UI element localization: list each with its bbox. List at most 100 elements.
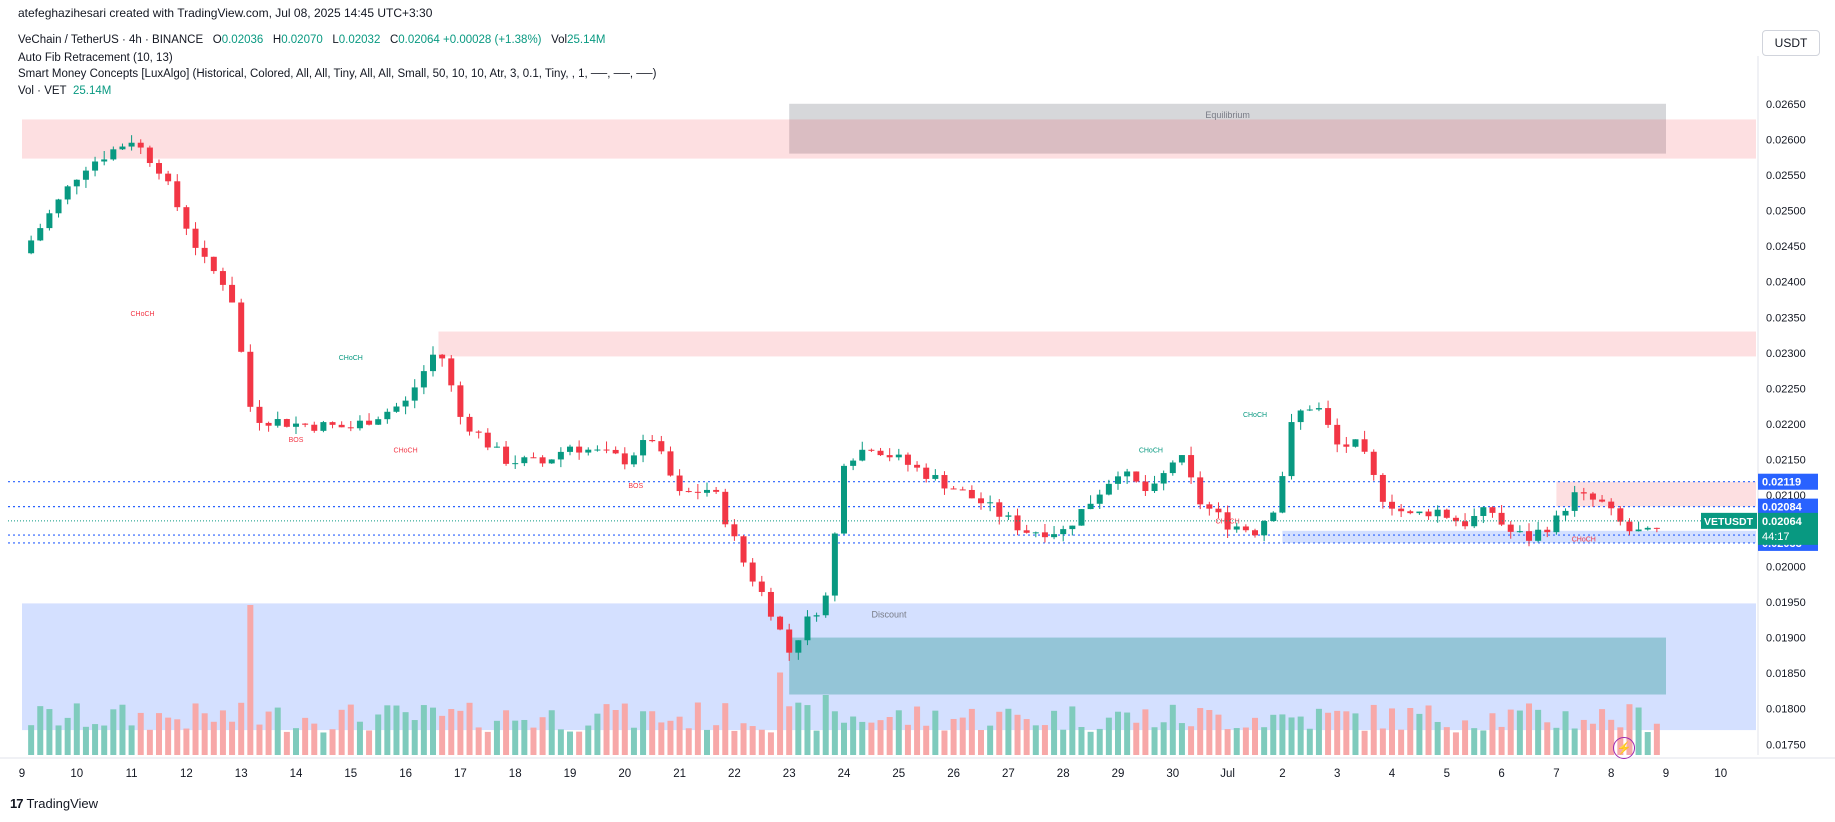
price-tick: 0.02600 xyxy=(1766,134,1806,146)
candle-body xyxy=(1023,530,1030,533)
time-tick: 30 xyxy=(1166,768,1179,780)
volume-bar xyxy=(904,724,911,755)
volume-bar xyxy=(1562,711,1569,755)
volume-bar xyxy=(238,702,245,755)
volume-bar xyxy=(968,708,975,755)
time-tick: 22 xyxy=(728,768,741,780)
volume-bar xyxy=(146,729,153,755)
symbol-title[interactable]: VeChain / TetherUS · 4h · BINANCE xyxy=(18,34,204,46)
volume-bar xyxy=(64,717,71,755)
candle-body xyxy=(1507,524,1514,532)
volume-bar xyxy=(73,703,80,755)
volume-bar xyxy=(256,724,263,755)
volume-bar xyxy=(1425,705,1432,755)
volume-bar xyxy=(82,726,89,755)
indicator-volume[interactable]: Vol · VET 25.14M xyxy=(18,85,111,97)
candle-body xyxy=(1188,455,1195,478)
indicator-smc[interactable]: Smart Money Concepts [LuxAlgo] (Historic… xyxy=(18,68,657,80)
candle-body xyxy=(475,431,482,433)
candle-body xyxy=(786,629,793,653)
volume-bar xyxy=(1407,708,1414,755)
volume-bar xyxy=(466,702,473,755)
volume-bar xyxy=(1206,709,1213,755)
volume-bar xyxy=(165,717,172,755)
volume-bar xyxy=(868,722,875,755)
volume-bar xyxy=(1635,707,1642,755)
candle-body xyxy=(1334,424,1341,445)
candle-body xyxy=(302,423,309,425)
volume-label: Vol xyxy=(551,34,568,46)
candle-body xyxy=(704,489,710,493)
volume-bar xyxy=(1398,729,1405,755)
low-value: 0.02032 xyxy=(338,34,381,46)
volume-bar xyxy=(1535,709,1542,755)
candle-body xyxy=(1608,501,1615,509)
volume-value: 25.14M xyxy=(567,34,606,46)
candle-body xyxy=(238,302,245,352)
candle-body xyxy=(521,457,528,464)
volume-bar xyxy=(420,705,427,755)
candle-body xyxy=(1599,499,1606,502)
candle-body xyxy=(822,595,829,616)
price-tick: 0.02200 xyxy=(1766,419,1806,431)
candle-body xyxy=(1571,492,1578,511)
volume-bar xyxy=(110,709,117,755)
time-tick: 10 xyxy=(1714,768,1727,780)
volume-bar xyxy=(1480,730,1487,755)
volume-bar xyxy=(1096,728,1103,755)
price-tick: 0.02350 xyxy=(1766,312,1806,324)
candle-body xyxy=(28,240,35,254)
volume-bar xyxy=(128,725,135,755)
symbol-legend[interactable]: VeChain / TetherUS · 4h · BINANCE O0.020… xyxy=(18,34,605,46)
candle-body xyxy=(1653,527,1660,529)
volume-bar xyxy=(1133,722,1140,755)
volume-bar xyxy=(411,720,418,755)
volume-bar xyxy=(923,725,930,755)
candle-body xyxy=(1151,483,1158,492)
candle-body xyxy=(585,449,592,453)
close-value: 0.02064 xyxy=(398,34,440,46)
candle-body xyxy=(749,562,756,582)
time-tick: 9 xyxy=(1663,768,1669,780)
volume-indicator-label: Vol · VET xyxy=(18,85,67,97)
candle-body xyxy=(804,616,811,641)
candle-body xyxy=(713,489,720,492)
candle-body xyxy=(740,536,747,563)
volume-bar xyxy=(987,725,994,755)
volume-bar xyxy=(667,720,674,755)
candle-body xyxy=(375,419,382,425)
tradingview-logo[interactable]: 17 TradingView xyxy=(10,796,98,811)
candle-body xyxy=(1434,509,1441,517)
candle-body xyxy=(1041,532,1048,538)
currency-button[interactable]: USDT xyxy=(1762,30,1820,56)
candle-body xyxy=(484,432,491,448)
volume-bar xyxy=(338,709,345,755)
volume-bar xyxy=(594,713,601,755)
lightning-icon[interactable]: ⚡ xyxy=(1613,737,1635,759)
candle-body xyxy=(274,419,281,426)
candle-body xyxy=(430,354,436,372)
indicator-fib[interactable]: Auto Fib Retracement (10, 13) xyxy=(18,52,173,64)
candle-body xyxy=(968,489,975,499)
candle-body xyxy=(247,351,254,407)
time-tick: 13 xyxy=(235,768,248,780)
volume-bar xyxy=(439,715,446,755)
volume-bar xyxy=(101,725,108,755)
time-tick: 6 xyxy=(1498,768,1504,780)
time-tick: 15 xyxy=(344,768,357,780)
zone-label: Equilibrium xyxy=(1205,110,1250,120)
volume-bar xyxy=(484,731,491,755)
candle-body xyxy=(996,502,1003,517)
time-tick: 11 xyxy=(126,768,138,780)
price-tag xyxy=(1758,498,1818,515)
candle-body xyxy=(265,422,272,426)
candle-body xyxy=(366,420,373,425)
candle-body xyxy=(850,460,857,466)
volume-bar xyxy=(55,725,62,755)
candle-body xyxy=(987,502,994,504)
candle-body xyxy=(868,449,875,451)
volume-bar xyxy=(201,713,208,755)
volume-bar xyxy=(1105,717,1112,755)
volume-bar xyxy=(1115,711,1121,755)
